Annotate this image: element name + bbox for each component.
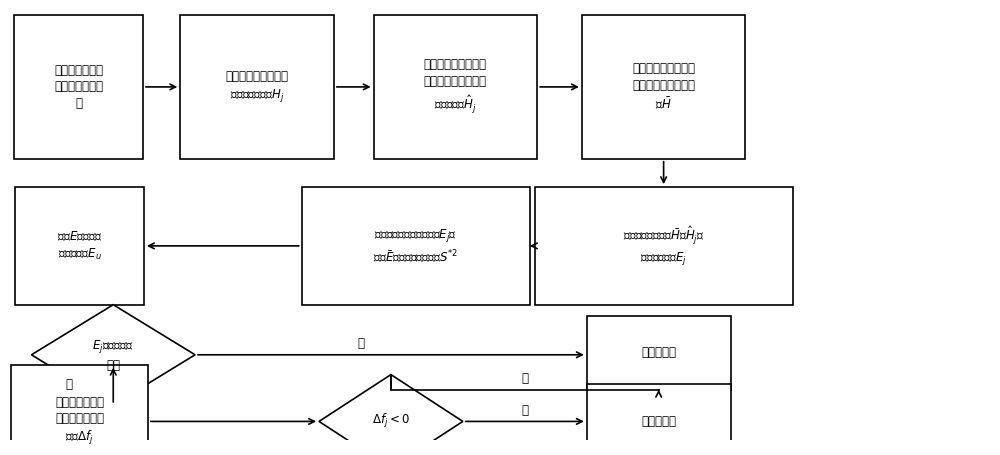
FancyBboxPatch shape [11, 365, 148, 455]
FancyBboxPatch shape [180, 15, 334, 159]
Text: 计算同类面板单元的
加速度频响函数$H_j$: 计算同类面板单元的 加速度频响函数$H_j$ [226, 70, 289, 104]
Polygon shape [319, 374, 463, 455]
FancyBboxPatch shape [14, 15, 143, 159]
Text: 否: 否 [358, 338, 365, 350]
Text: 计算各面板单元加速
度频响函数模的归一
化频响函数$\hat{H}_j$: 计算各面板单元加速 度频响函数模的归一 化频响函数$\hat{H}_j$ [424, 58, 487, 116]
Text: 无损伤样本: 无损伤样本 [641, 346, 676, 359]
Text: 计算平均频响函数$\bar{H}$与$\hat{H}_j$的
相对累积差异$E_j$: 计算平均频响函数$\bar{H}$与$\hat{H}_j$的 相对累积差异$E_… [623, 224, 704, 267]
FancyBboxPatch shape [587, 316, 731, 389]
Text: 计算$E$的单侧置
信区间上限$E_u$: 计算$E$的单侧置 信区间上限$E_u$ [57, 230, 102, 262]
FancyBboxPatch shape [15, 187, 144, 305]
FancyBboxPatch shape [302, 187, 530, 305]
Text: 是: 是 [65, 379, 72, 391]
Text: 有损伤样本: 有损伤样本 [641, 415, 676, 428]
Text: 是: 是 [521, 404, 528, 417]
Text: 由锤击试验测量
加速度和力锤信
号: 由锤击试验测量 加速度和力锤信 号 [54, 64, 103, 110]
Text: 否: 否 [521, 372, 528, 385]
FancyBboxPatch shape [587, 384, 731, 455]
Text: 计算异常样本频
响函数的峰值频
率差$\Delta f_j$: 计算异常样本频 响函数的峰值频 率差$\Delta f_j$ [55, 395, 104, 447]
FancyBboxPatch shape [582, 15, 745, 159]
FancyBboxPatch shape [374, 15, 537, 159]
Text: $\Delta f_j{<}0$: $\Delta f_j{<}0$ [372, 412, 410, 430]
FancyBboxPatch shape [535, 187, 793, 305]
Polygon shape [31, 305, 195, 405]
Text: $E_j$在置信区间
以外: $E_j$在置信区间 以外 [92, 338, 134, 372]
Text: 计算集合内所有面板单元$E_j$的
均值$\bar{E}$和方差的无偏无计$S^{*2}$: 计算集合内所有面板单元$E_j$的 均值$\bar{E}$和方差的无偏无计$S^… [373, 227, 458, 265]
Text: 计算所有面板单元归
一化后的平均频响函
数$\bar{H}$: 计算所有面板单元归 一化后的平均频响函 数$\bar{H}$ [632, 62, 695, 112]
